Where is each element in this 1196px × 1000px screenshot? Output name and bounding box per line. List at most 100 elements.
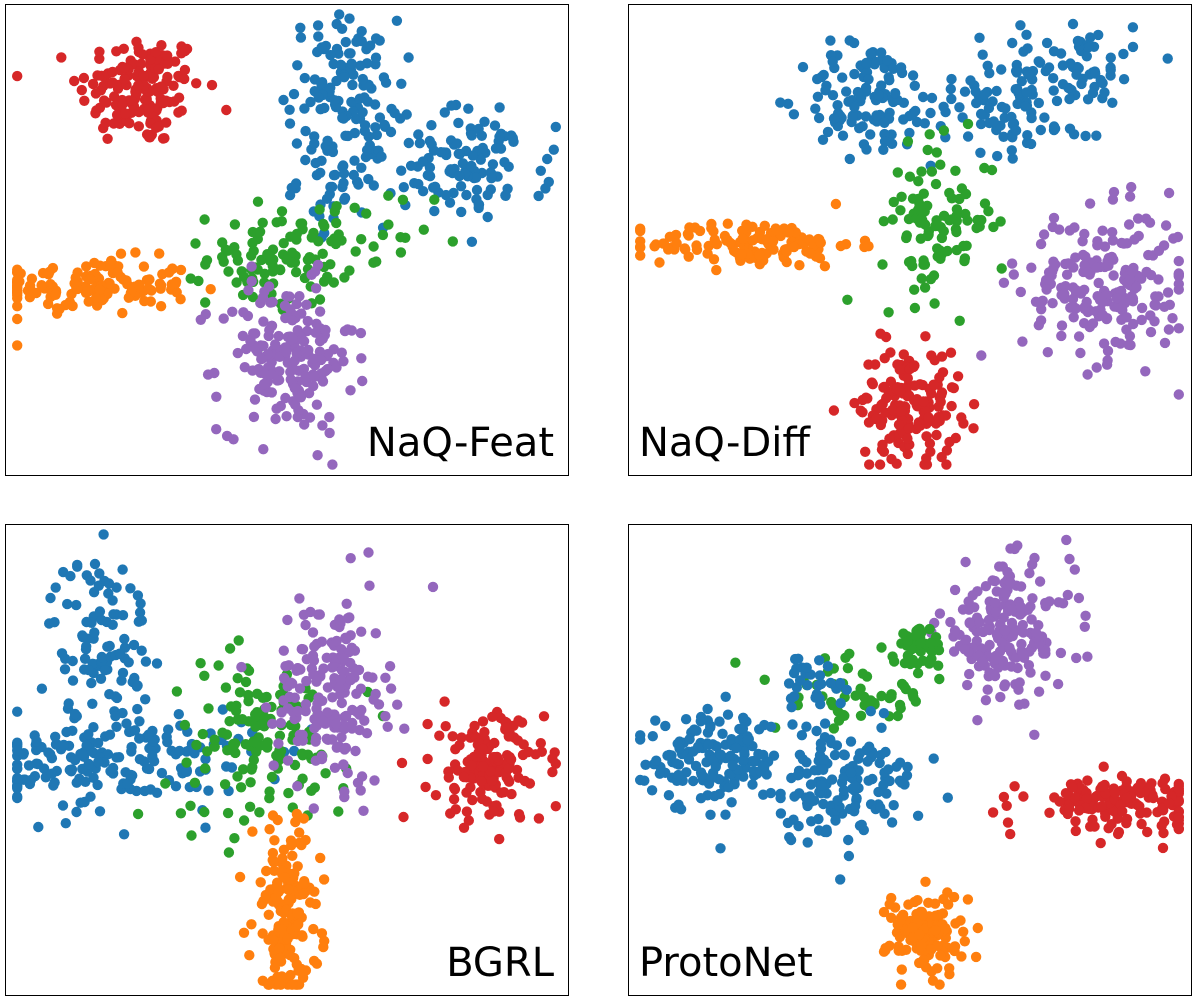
data-point-class4 [1129, 234, 1140, 245]
data-point-class4 [1132, 213, 1144, 224]
data-point-class3 [1136, 818, 1147, 830]
data-point-class4 [949, 584, 961, 596]
data-point-class0 [796, 730, 808, 741]
data-point-class0 [71, 599, 82, 611]
data-point-class4 [335, 674, 347, 685]
data-point-class2 [254, 807, 265, 818]
data-point-class2 [395, 247, 407, 258]
data-point-class3 [936, 351, 948, 362]
data-point-class1 [884, 899, 895, 910]
data-point-class4 [1102, 345, 1114, 357]
data-point-class4 [322, 348, 334, 360]
data-point-class3 [876, 444, 888, 455]
data-point-class0 [660, 720, 671, 732]
panel-title: NaQ-Diff [639, 420, 810, 466]
data-point-class0 [703, 739, 714, 750]
data-point-class3 [920, 331, 931, 342]
data-point-class1 [958, 926, 969, 937]
data-point-class4 [345, 674, 356, 686]
data-point-class4 [275, 717, 286, 729]
data-point-class0 [322, 135, 333, 146]
data-point-class4 [248, 411, 260, 423]
data-point-class0 [1057, 60, 1069, 71]
scatter-plot-area [635, 534, 1184, 990]
data-point-class2 [418, 224, 429, 235]
data-point-class0 [1021, 87, 1032, 98]
data-point-class1 [89, 257, 100, 269]
data-point-class0 [313, 92, 324, 103]
data-point-class1 [69, 278, 80, 289]
data-point-class0 [695, 716, 706, 727]
data-point-class2 [951, 226, 962, 238]
data-point-class4 [1124, 191, 1136, 202]
data-point-class3 [117, 99, 128, 110]
data-point-class1 [267, 847, 279, 859]
data-point-class0 [313, 31, 324, 42]
data-point-class3 [1156, 820, 1167, 831]
data-point-class4 [327, 692, 338, 703]
data-point-class0 [680, 714, 692, 725]
data-point-class0 [170, 781, 182, 792]
data-point-class0 [463, 103, 474, 114]
data-point-class3 [221, 104, 232, 116]
data-point-class4 [998, 277, 1010, 288]
data-point-class0 [926, 92, 938, 104]
data-point-class0 [841, 86, 852, 97]
data-point-class1 [929, 898, 941, 909]
data-point-class2 [252, 688, 263, 699]
data-point-class4 [295, 392, 307, 403]
data-point-class4 [1061, 534, 1072, 546]
data-point-class4 [1140, 213, 1152, 224]
data-point-class1 [244, 950, 255, 961]
data-point-class4 [984, 624, 995, 636]
data-point-class0 [1020, 101, 1031, 112]
data-point-class0 [902, 761, 913, 773]
data-point-class2 [232, 255, 244, 266]
data-point-class0 [403, 137, 414, 149]
data-point-class3 [1108, 805, 1119, 817]
data-point-class0 [865, 48, 876, 59]
data-point-class3 [1070, 792, 1081, 804]
data-point-class3 [477, 793, 488, 805]
data-point-class1 [759, 220, 770, 231]
data-point-class0 [888, 63, 899, 74]
data-point-class4 [1173, 269, 1184, 280]
data-point-class4 [320, 365, 331, 377]
data-point-class4 [238, 307, 249, 318]
data-point-class0 [357, 73, 368, 85]
data-point-class0 [1072, 35, 1084, 47]
data-point-class4 [1121, 312, 1132, 323]
data-point-class2 [894, 699, 906, 711]
data-point-class0 [946, 93, 957, 105]
data-point-class4 [1012, 540, 1023, 551]
data-point-class3 [874, 459, 886, 470]
data-point-class4 [368, 694, 379, 705]
data-point-class3 [921, 431, 932, 442]
data-point-class0 [305, 96, 316, 108]
data-point-class2 [230, 705, 242, 717]
data-point-class0 [962, 131, 974, 142]
data-point-class2 [333, 806, 344, 817]
data-point-class0 [62, 598, 73, 610]
data-point-class1 [284, 950, 296, 961]
data-point-class4 [1035, 238, 1047, 250]
data-point-class0 [85, 575, 96, 586]
data-point-class3 [550, 758, 561, 769]
data-point-class0 [329, 95, 340, 106]
data-point-class4 [232, 347, 243, 359]
data-point-class0 [864, 741, 875, 752]
data-point-class4 [259, 368, 271, 380]
data-point-class0 [883, 764, 894, 775]
data-point-class3 [143, 103, 155, 114]
data-point-class0 [1023, 69, 1034, 80]
data-point-class0 [300, 154, 311, 166]
scatter-panel-naq-diff: NaQ-Diff [628, 4, 1192, 476]
data-point-class1 [948, 891, 960, 903]
data-point-class3 [863, 417, 875, 428]
data-point-class1 [234, 871, 246, 883]
data-point-class4 [945, 616, 956, 628]
data-point-class2 [251, 707, 263, 718]
data-point-class0 [709, 790, 720, 802]
data-point-class3 [902, 373, 913, 384]
data-point-class0 [89, 627, 100, 638]
